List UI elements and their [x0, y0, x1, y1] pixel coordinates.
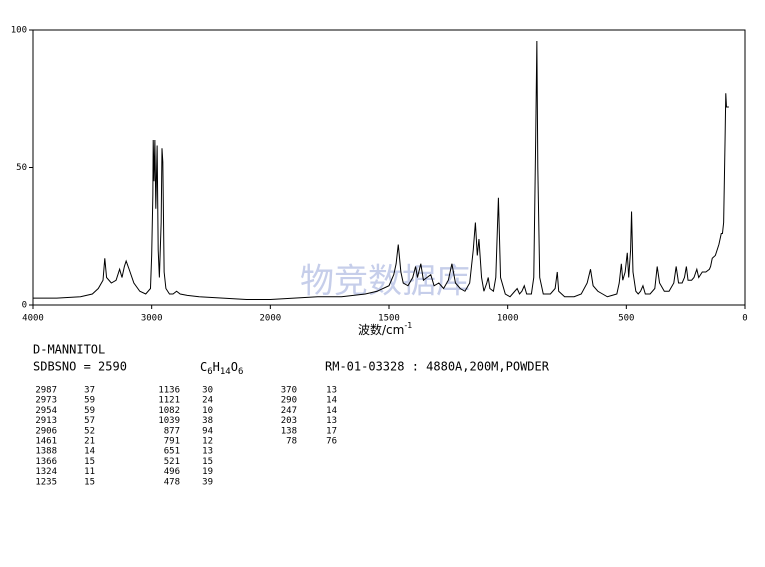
peak-wavenumber: 247	[281, 406, 297, 416]
x-tick-label: 0	[742, 314, 747, 324]
x-tick-label: 500	[618, 314, 634, 324]
peak-wavenumber: 203	[281, 416, 297, 426]
peak-intensity: 38	[202, 416, 213, 426]
peak-wavenumber: 370	[281, 386, 297, 396]
peak-wavenumber: 1324	[35, 467, 57, 477]
peak-wavenumber: 2913	[35, 416, 57, 426]
formula-sub: 6	[238, 367, 243, 377]
compound-name: D-MANNITOL	[33, 343, 105, 357]
x-axis-label: 波数/cm-1	[358, 321, 412, 337]
peak-wavenumber: 651	[164, 447, 180, 457]
peak-wavenumber: 877	[164, 426, 180, 436]
peak-intensity: 37	[84, 386, 95, 396]
peak-wavenumber: 1388	[35, 447, 57, 457]
peak-wavenumber: 2906	[35, 426, 57, 436]
peak-wavenumber: 521	[164, 457, 180, 467]
x-label-main: 波数/cm	[358, 322, 404, 337]
peak-intensity: 52	[84, 426, 95, 436]
peak-intensity: 21	[84, 437, 95, 447]
peak-wavenumber: 1039	[158, 416, 180, 426]
peak-intensity: 57	[84, 416, 95, 426]
peak-wavenumber: 1235	[35, 477, 57, 487]
peak-wavenumber: 1121	[158, 396, 180, 406]
peak-wavenumber: 2987	[35, 386, 57, 396]
spectrum-line	[33, 40, 729, 300]
y-tick-label: 50	[16, 163, 27, 173]
peak-wavenumber: 496	[164, 467, 180, 477]
formula-el: H	[213, 360, 220, 374]
peak-intensity: 10	[202, 406, 213, 416]
x-tick-label: 2000	[259, 314, 281, 324]
peak-intensity: 19	[202, 467, 213, 477]
peak-intensity: 15	[202, 457, 213, 467]
peak-intensity: 15	[84, 457, 95, 467]
peak-wavenumber: 1461	[35, 437, 57, 447]
peak-wavenumber: 2973	[35, 396, 57, 406]
x-tick-label: 1500	[378, 314, 400, 324]
watermark: 物竞数据库	[300, 262, 470, 302]
x-tick-label: 3000	[141, 314, 163, 324]
peak-intensity: 13	[326, 416, 337, 426]
peak-wavenumber: 2954	[35, 406, 57, 416]
sdbs-number: SDBSNO = 2590	[33, 360, 127, 374]
peak-intensity: 14	[326, 396, 337, 406]
peak-intensity: 59	[84, 406, 95, 416]
peak-intensity: 12	[202, 437, 213, 447]
y-tick-label: 100	[11, 26, 27, 36]
peak-intensity: 13	[326, 386, 337, 396]
peak-intensity: 76	[326, 437, 337, 447]
peak-intensity: 17	[326, 426, 337, 436]
peak-wavenumber: 791	[164, 437, 180, 447]
peak-intensity: 94	[202, 426, 213, 436]
x-tick-label: 1000	[497, 314, 519, 324]
formula-el: O	[231, 360, 238, 374]
formula: C6H14O6	[200, 360, 243, 377]
peak-intensity: 11	[84, 467, 95, 477]
peak-wavenumber: 1136	[158, 386, 180, 396]
peak-intensity: 14	[84, 447, 95, 457]
peak-intensity: 59	[84, 396, 95, 406]
conditions: RM-01-03328 : 4880A,200M,POWDER	[325, 360, 550, 374]
formula-el: C	[200, 360, 207, 374]
peak-intensity: 15	[84, 477, 95, 487]
peak-intensity: 39	[202, 477, 213, 487]
peak-wavenumber: 290	[281, 396, 297, 406]
peak-wavenumber: 1082	[158, 406, 180, 416]
peak-wavenumber: 78	[286, 437, 297, 447]
x-tick-label: 4000	[22, 314, 44, 324]
peak-intensity: 13	[202, 447, 213, 457]
formula-sub: 14	[220, 367, 231, 377]
formula-sub: 6	[207, 367, 212, 377]
peak-wavenumber: 478	[164, 477, 180, 487]
peak-intensity: 24	[202, 396, 213, 406]
y-tick-label: 0	[22, 301, 27, 311]
peak-intensity: 30	[202, 386, 213, 396]
x-label-exponent: -1	[404, 321, 412, 330]
peak-wavenumber: 138	[281, 426, 297, 436]
peak-intensity: 14	[326, 406, 337, 416]
peak-wavenumber: 1366	[35, 457, 57, 467]
